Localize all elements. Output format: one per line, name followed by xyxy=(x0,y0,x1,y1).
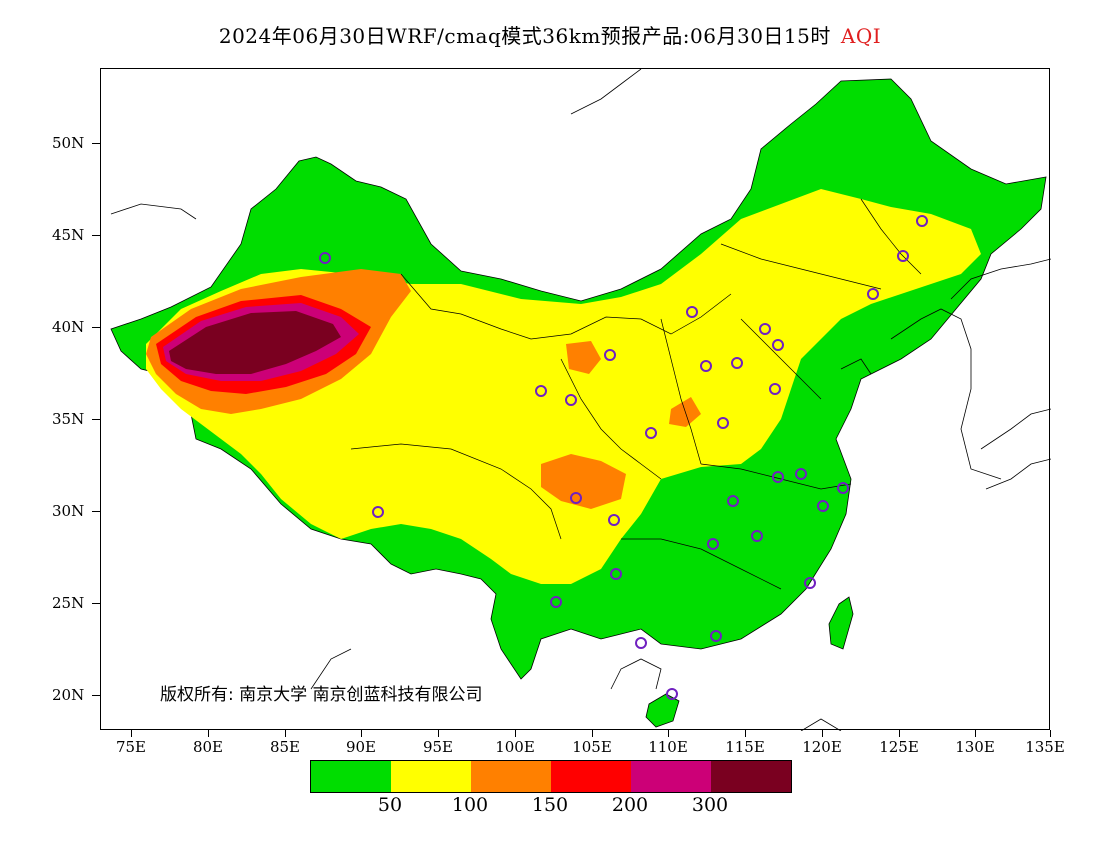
x-tick xyxy=(1050,730,1051,737)
y-tick xyxy=(92,603,100,604)
x-label: 120E xyxy=(802,738,842,756)
station-marker xyxy=(707,538,719,550)
x-label: 75E xyxy=(115,738,147,756)
station-marker xyxy=(565,394,577,406)
station-marker xyxy=(608,514,620,526)
station-marker xyxy=(319,252,331,264)
legend-swatch-good xyxy=(311,761,391,792)
region-sensitive-3 xyxy=(566,341,601,374)
x-tick xyxy=(515,730,516,737)
station-marker xyxy=(717,417,729,429)
x-label: 100E xyxy=(495,738,535,756)
station-marker xyxy=(645,427,657,439)
x-tick xyxy=(131,730,132,737)
station-marker xyxy=(751,530,763,542)
legend-threshold: 100 xyxy=(451,794,489,816)
copyright-text: 版权所有: 南京大学 南京创蓝科技有限公司 xyxy=(160,685,483,705)
title-text: 2024年06月30日WRF/cmaq模式36km预报产品:06月30日15时 xyxy=(218,24,831,48)
y-tick xyxy=(92,419,100,420)
station-marker xyxy=(570,492,582,504)
x-label: 80E xyxy=(192,738,224,756)
station-marker xyxy=(550,596,562,608)
station-markers xyxy=(319,215,928,700)
x-tick xyxy=(899,730,900,737)
aqi-map xyxy=(110,69,1051,731)
x-tick xyxy=(438,730,439,737)
y-label: 30N xyxy=(52,502,85,520)
station-marker xyxy=(535,385,547,397)
station-marker xyxy=(666,688,678,700)
map-title: 2024年06月30日WRF/cmaq模式36km预报产品:06月30日15时 A… xyxy=(0,20,1100,49)
y-tick xyxy=(92,235,100,236)
y-label: 35N xyxy=(52,410,85,428)
x-tick xyxy=(745,730,746,737)
y-tick xyxy=(92,143,100,144)
station-marker xyxy=(795,468,807,480)
x-label: 95E xyxy=(422,738,454,756)
x-tick xyxy=(208,730,209,737)
title-variable: AQI xyxy=(840,24,882,48)
station-marker xyxy=(817,500,829,512)
station-marker xyxy=(700,360,712,372)
x-tick xyxy=(822,730,823,737)
y-tick xyxy=(92,511,100,512)
station-marker xyxy=(772,339,784,351)
station-marker xyxy=(916,215,928,227)
map-frame xyxy=(100,68,1051,731)
x-label: 135E xyxy=(1025,738,1065,756)
region-sensitive-2 xyxy=(541,454,626,509)
station-marker xyxy=(686,306,698,318)
y-label: 20N xyxy=(52,686,85,704)
x-label: 115E xyxy=(725,738,765,756)
x-label: 130E xyxy=(955,738,995,756)
legend-swatch-very-unhealthy xyxy=(631,761,711,792)
legend-swatch-unhealthy xyxy=(551,761,631,792)
y-label: 25N xyxy=(52,594,85,612)
station-marker xyxy=(804,577,816,589)
color-legend xyxy=(310,760,792,793)
x-label: 105E xyxy=(572,738,612,756)
legend-swatch-moderate xyxy=(391,761,471,792)
y-label: 50N xyxy=(52,134,85,152)
taiwan-island xyxy=(828,596,854,650)
legend-threshold: 50 xyxy=(377,794,403,816)
station-marker xyxy=(769,383,781,395)
x-tick xyxy=(285,730,286,737)
x-label: 110E xyxy=(648,738,688,756)
legend-swatch-sensitive xyxy=(471,761,551,792)
legend-threshold: 150 xyxy=(531,794,569,816)
station-marker xyxy=(372,506,384,518)
province-boundaries xyxy=(350,198,922,590)
y-label: 40N xyxy=(52,318,85,336)
station-marker xyxy=(897,250,909,262)
station-marker xyxy=(604,349,616,361)
y-tick xyxy=(92,327,100,328)
station-marker xyxy=(867,288,879,300)
legend-swatch-hazardous xyxy=(711,761,791,792)
station-marker xyxy=(610,568,622,580)
legend-threshold: 300 xyxy=(691,794,729,816)
x-tick xyxy=(975,730,976,737)
station-marker xyxy=(837,482,849,494)
region-hazardous xyxy=(169,311,341,374)
x-tick xyxy=(592,730,593,737)
legend-threshold: 200 xyxy=(611,794,649,816)
x-label: 125E xyxy=(879,738,919,756)
station-marker xyxy=(710,630,722,642)
x-tick xyxy=(668,730,669,737)
neighbor-coastlines xyxy=(110,69,1051,731)
x-label: 85E xyxy=(269,738,301,756)
station-marker xyxy=(731,357,743,369)
x-label: 90E xyxy=(345,738,377,756)
station-marker xyxy=(727,495,739,507)
x-tick xyxy=(361,730,362,737)
station-marker xyxy=(759,323,771,335)
y-tick xyxy=(92,695,100,696)
station-marker xyxy=(635,637,647,649)
y-label: 45N xyxy=(52,226,85,244)
station-marker xyxy=(772,471,784,483)
